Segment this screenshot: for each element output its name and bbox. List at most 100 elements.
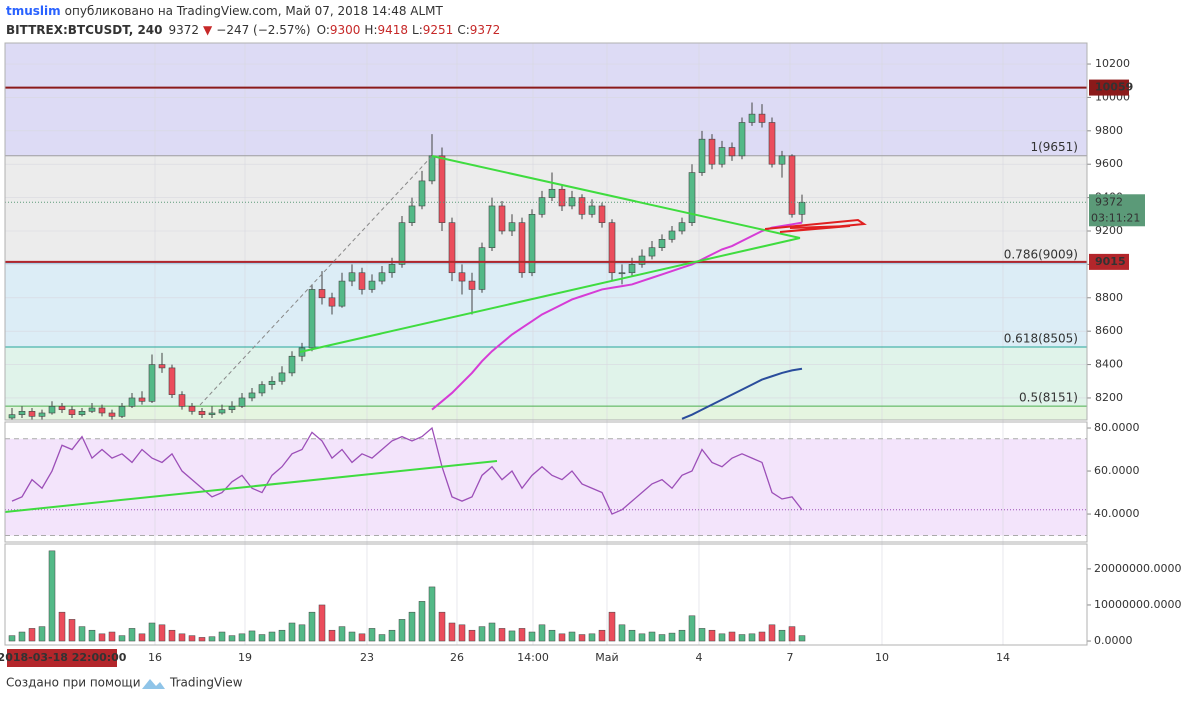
dashed-line xyxy=(199,155,433,406)
candle-body xyxy=(548,188,556,198)
candle-body xyxy=(558,188,566,207)
candle-body xyxy=(198,411,206,415)
pane-borders xyxy=(4,42,1088,646)
candle-body xyxy=(748,113,756,123)
candle-body xyxy=(168,367,176,395)
candle-body xyxy=(778,155,786,165)
candle-body xyxy=(658,239,666,248)
volume-bar xyxy=(228,635,236,642)
volume-bar xyxy=(508,630,516,642)
volume-bar xyxy=(248,630,256,642)
volume-bar xyxy=(58,611,66,642)
c: 9372 xyxy=(470,23,501,37)
volume-bar xyxy=(298,624,306,642)
volume-bar xyxy=(588,633,596,642)
volume-bar xyxy=(778,629,786,642)
volume-bar xyxy=(798,635,806,642)
symbol: BITTREX:BTCUSDT, 240 xyxy=(6,23,163,37)
rsi-line xyxy=(11,426,803,515)
volume-bar xyxy=(258,634,266,642)
volume-bar xyxy=(748,633,756,642)
c-label: C: xyxy=(457,23,469,37)
volume-bar xyxy=(758,631,766,642)
o-label: O: xyxy=(317,23,330,37)
candle-body xyxy=(718,147,726,165)
candle-body xyxy=(518,222,526,274)
volume-bar xyxy=(468,629,476,642)
candle-body xyxy=(488,205,496,248)
x-tick-label: 16 xyxy=(148,651,162,664)
candle-body xyxy=(378,272,386,282)
x-tick-label: 23 xyxy=(360,651,374,664)
backgrounds xyxy=(5,43,1087,645)
y-tick-label: 0.0000 xyxy=(1094,634,1133,647)
volume-bar xyxy=(538,624,546,642)
candle-body xyxy=(798,201,806,215)
crosshair-box xyxy=(7,649,117,667)
volume-bar xyxy=(548,629,556,642)
candle-body xyxy=(508,222,516,232)
volume-bar xyxy=(328,629,336,642)
published: опубликовано на TradingView.com, Май 07,… xyxy=(65,4,444,18)
volume-bar xyxy=(148,622,156,642)
y-tick-label: 8800 xyxy=(1095,291,1123,304)
volume-bar xyxy=(718,633,726,642)
volume-bar xyxy=(158,624,166,642)
candle-body xyxy=(228,406,236,410)
candle-body xyxy=(278,372,286,382)
l: 9251 xyxy=(423,23,454,37)
volume-border xyxy=(4,543,1088,646)
candle-body xyxy=(148,364,156,402)
user: tmuslim xyxy=(6,4,61,18)
volume-bar xyxy=(668,632,676,642)
candle-body xyxy=(268,380,276,385)
price-label: 9015 xyxy=(1095,255,1126,268)
candle-body xyxy=(258,384,266,394)
y-tick-label: 10200 xyxy=(1095,57,1130,70)
candle-body xyxy=(788,155,796,215)
crosshair-label: 2018-03-18 22:00:00 xyxy=(0,651,127,664)
volume-bar xyxy=(618,624,626,642)
volume-bar xyxy=(128,628,136,642)
candle-body xyxy=(338,280,346,307)
volume-bar xyxy=(68,619,76,642)
y-tick-label: 8600 xyxy=(1095,324,1123,337)
logo xyxy=(142,679,165,689)
candle-body xyxy=(68,409,76,415)
candle-body xyxy=(48,406,56,414)
arrow-drawing xyxy=(764,218,867,233)
y-tick-label: 8400 xyxy=(1095,358,1123,371)
x-tick-label: 4 xyxy=(696,651,703,664)
volume-bar xyxy=(188,635,196,642)
volume-bar xyxy=(498,628,506,642)
volume-bar xyxy=(558,633,566,642)
last-price-label: 9372 xyxy=(1095,195,1123,208)
volume-bar xyxy=(48,550,56,642)
volume-bar xyxy=(338,626,346,642)
volume-bar xyxy=(118,635,126,642)
trend-line xyxy=(431,155,801,239)
candle-body xyxy=(768,122,776,165)
moving-average xyxy=(681,367,803,420)
volume-bar xyxy=(598,629,606,642)
o: 9300 xyxy=(330,23,361,37)
volume-bar xyxy=(288,622,296,642)
x-tick-label: 7 xyxy=(787,651,794,664)
candle-body xyxy=(758,113,766,123)
candle-body xyxy=(58,406,66,410)
candle-body xyxy=(408,205,416,223)
last-price-box xyxy=(1089,194,1145,227)
candle-body xyxy=(88,407,96,412)
volume-bar xyxy=(108,631,116,642)
moving-average xyxy=(431,221,803,411)
candle-body xyxy=(388,264,396,274)
y-tick-label: 60.0000 xyxy=(1094,464,1140,477)
volume-bar xyxy=(268,631,276,642)
candle-body xyxy=(188,406,196,412)
volume-bar xyxy=(428,586,436,642)
fib-zone xyxy=(5,347,1087,407)
candle-body xyxy=(288,355,296,374)
volume-bar xyxy=(238,633,246,642)
header: tmuslim опубликовано на TradingView.com, … xyxy=(6,4,500,37)
candle-body xyxy=(368,280,376,290)
